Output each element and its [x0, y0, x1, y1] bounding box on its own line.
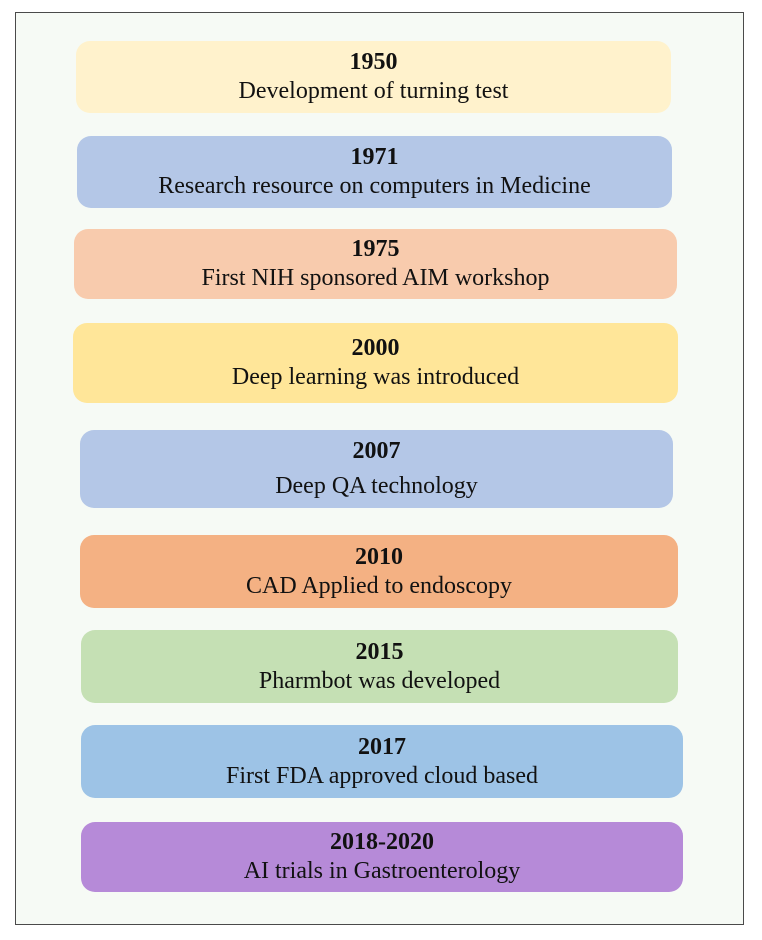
event-year: 2018-2020	[330, 829, 434, 855]
event-year: 2000	[351, 335, 400, 361]
event-year: 2015	[355, 638, 404, 665]
timeline-event-1950: 1950 Development of turning test	[76, 41, 671, 113]
event-description: Development of turning test	[238, 78, 509, 104]
timeline-event-2015: 2015 Pharmbot was developed	[81, 630, 678, 703]
event-description: First FDA approved cloud based	[226, 762, 538, 789]
event-description: First NIH sponsored AIM workshop	[201, 265, 550, 291]
event-year: 2010	[355, 543, 403, 570]
event-description: CAD Applied to endoscopy	[246, 572, 512, 599]
event-year: 2007	[352, 438, 401, 464]
event-description: Research resource on computers in Medici…	[158, 173, 591, 199]
event-year: 1950	[349, 49, 398, 75]
timeline-event-2017: 2017 First FDA approved cloud based	[81, 725, 683, 798]
event-year: 2017	[358, 733, 406, 760]
timeline-event-2000: 2000 Deep learning was introduced	[73, 323, 678, 403]
timeline-event-1971: 1971 Research resource on computers in M…	[77, 136, 672, 208]
event-description: Pharmbot was developed	[258, 667, 501, 694]
event-description: Deep learning was introduced	[231, 364, 520, 390]
event-year: 1971	[350, 144, 399, 170]
timeline-event-1975: 1975 First NIH sponsored AIM workshop	[74, 229, 677, 299]
timeline-event-2018-2020: 2018-2020 AI trials in Gastroenterology	[81, 822, 683, 892]
timeline-event-2010: 2010 CAD Applied to endoscopy	[80, 535, 678, 608]
event-description: AI trials in Gastroenterology	[243, 858, 521, 884]
event-year: 1975	[351, 236, 400, 262]
event-description: Deep QA technology	[275, 473, 478, 499]
timeline-event-2007: 2007 Deep QA technology	[80, 430, 673, 508]
